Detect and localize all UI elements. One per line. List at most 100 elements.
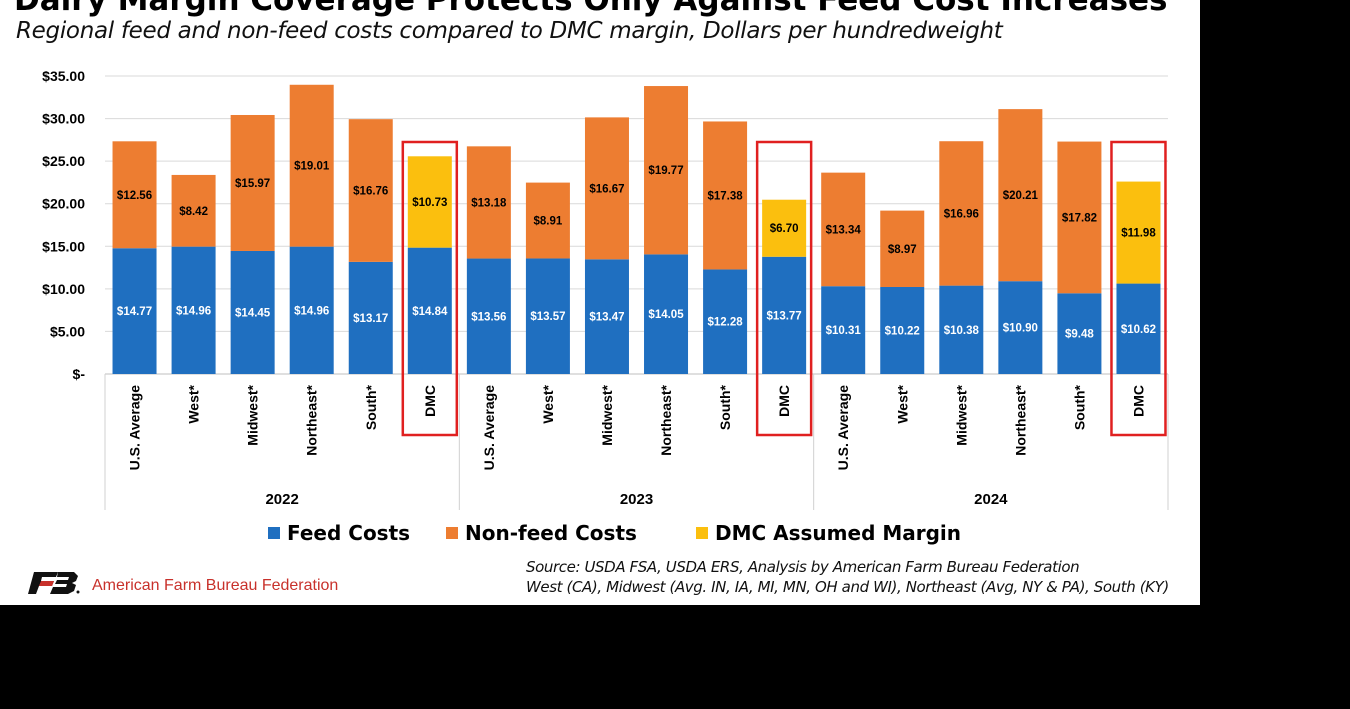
data-label-non-feed: $19.01: [294, 161, 330, 173]
data-label-margin: $6.70: [770, 223, 799, 235]
y-tick-label: $25.00: [42, 153, 85, 169]
bar-feed-costs: [644, 254, 689, 374]
data-label-feed: $14.05: [648, 309, 684, 321]
bar-non-feed-costs: [821, 172, 866, 287]
data-label-non-feed: $17.38: [707, 190, 743, 202]
legend-swatch: [446, 527, 458, 539]
bar-feed-costs: [171, 246, 216, 374]
bar-feed-costs: [525, 258, 570, 374]
data-label-non-feed: $16.76: [353, 186, 388, 198]
data-label-non-feed: $13.18: [471, 197, 507, 209]
bar-feed-costs: [112, 248, 157, 374]
category-label: West*: [894, 384, 910, 423]
year-label: 2023: [620, 491, 653, 508]
category-label: DMC: [776, 385, 792, 417]
bar-feed-costs: [762, 256, 807, 374]
bar-non-feed-costs: [230, 114, 275, 251]
bar-dmc-margin: [407, 156, 452, 248]
bar-dmc-margin: [1116, 181, 1161, 284]
category-label: Northeast*: [304, 384, 320, 455]
data-label-feed: $14.96: [176, 305, 211, 317]
legend-label: DMC Assumed Margin: [715, 521, 961, 545]
bar-non-feed-costs: [348, 119, 393, 262]
bar-feed-costs: [230, 250, 275, 374]
category-label: DMC: [422, 385, 438, 417]
bar-feed-costs: [880, 286, 925, 374]
data-label-non-feed: $16.96: [944, 208, 979, 220]
data-label-feed: $10.22: [885, 325, 920, 337]
y-tick-label: $5.00: [50, 323, 85, 339]
category-label: Midwest*: [599, 384, 615, 445]
bar-non-feed-costs: [1057, 141, 1102, 294]
category-label: South*: [717, 384, 733, 430]
y-tick-label: $15.00: [42, 238, 85, 254]
year-label: 2024: [974, 491, 1008, 508]
legend-label: Non-feed Costs: [465, 521, 637, 545]
data-label-feed: $9.48: [1065, 329, 1094, 341]
afbf-logo-icon: [28, 572, 80, 594]
stacked-bar-chart: $- $5.00 $10.00 $15.00 $20.00 $25.00 $30.00 $35…: [42, 68, 1169, 545]
bar-non-feed-costs: [525, 182, 570, 259]
category-label: Midwest*: [953, 384, 969, 445]
data-label-non-feed: $19.77: [648, 165, 683, 177]
chart-canvas: Dairy Margin Coverage Protects Only Agai…: [0, 0, 1200, 605]
bar-feed-costs: [466, 258, 511, 374]
bar-non-feed-costs: [998, 109, 1043, 282]
data-label-feed: $10.31: [826, 325, 862, 337]
data-label-feed: $12.28: [707, 317, 743, 329]
data-label-margin: $11.98: [1121, 228, 1156, 240]
y-tick-label: $35.00: [42, 68, 85, 84]
bar-feed-costs: [289, 246, 334, 374]
category-label: U.S. Average: [481, 385, 497, 471]
data-label-non-feed: $16.67: [589, 183, 624, 195]
chart-title: Dairy Margin Coverage Protects Only Agai…: [14, 0, 1168, 18]
data-label-feed: $13.47: [589, 312, 624, 324]
year-label: 2022: [265, 491, 298, 508]
bar-non-feed-costs: [703, 121, 748, 270]
category-label: DMC: [1130, 385, 1146, 417]
chart-subtitle: Regional feed and non-feed costs compare…: [16, 18, 1003, 44]
dmc-highlight-box: [755, 140, 813, 437]
bar-non-feed-costs: [112, 141, 157, 249]
data-label-feed: $14.45: [235, 307, 271, 319]
bar-feed-costs: [998, 281, 1043, 374]
data-label-feed: $10.62: [1121, 324, 1156, 336]
data-label-feed: $14.84: [412, 306, 448, 318]
data-label-feed: $14.96: [294, 305, 329, 317]
data-label-feed: $14.77: [117, 306, 152, 318]
data-label-feed: $13.17: [353, 313, 388, 325]
bar-feed-costs: [348, 261, 393, 374]
data-label-non-feed: $20.21: [1003, 190, 1039, 202]
bar-feed-costs: [703, 269, 748, 374]
dmc-highlight-box: [401, 140, 459, 437]
bar-non-feed-costs: [644, 86, 689, 255]
category-label: Midwest*: [245, 384, 261, 445]
bar-feed-costs: [821, 286, 866, 374]
data-label-non-feed: $12.56: [117, 190, 152, 202]
dmc-highlight-box: [1110, 140, 1167, 437]
legend-swatch: [696, 527, 708, 539]
bar-feed-costs: [1116, 283, 1161, 374]
category-label: Northeast*: [658, 384, 674, 455]
bar-non-feed-costs: [289, 84, 334, 247]
data-label-feed: $13.57: [530, 311, 565, 323]
region-note: West (CA), Midwest (Avg. IN, IA, MI, MN,…: [526, 578, 1169, 596]
bar-non-feed-costs: [584, 117, 629, 260]
bar-feed-costs: [939, 285, 984, 374]
bar-non-feed-costs: [171, 174, 216, 247]
y-tick-label: $20.00: [42, 196, 85, 212]
bar-feed-costs: [1057, 293, 1102, 374]
bar-non-feed-costs: [939, 141, 984, 286]
bar-feed-costs: [584, 259, 629, 374]
category-label: South*: [363, 384, 379, 430]
data-label-feed: $13.56: [471, 311, 506, 323]
category-label: West*: [186, 384, 202, 423]
bar-non-feed-costs: [880, 210, 925, 287]
data-label-non-feed: $8.97: [888, 244, 917, 256]
data-label-non-feed: $8.91: [534, 216, 563, 228]
category-label: U.S. Average: [127, 385, 143, 471]
bar-feed-costs: [407, 247, 452, 374]
data-label-margin: $10.73: [412, 197, 447, 209]
legend-swatch: [268, 527, 280, 539]
category-label: South*: [1071, 384, 1087, 430]
